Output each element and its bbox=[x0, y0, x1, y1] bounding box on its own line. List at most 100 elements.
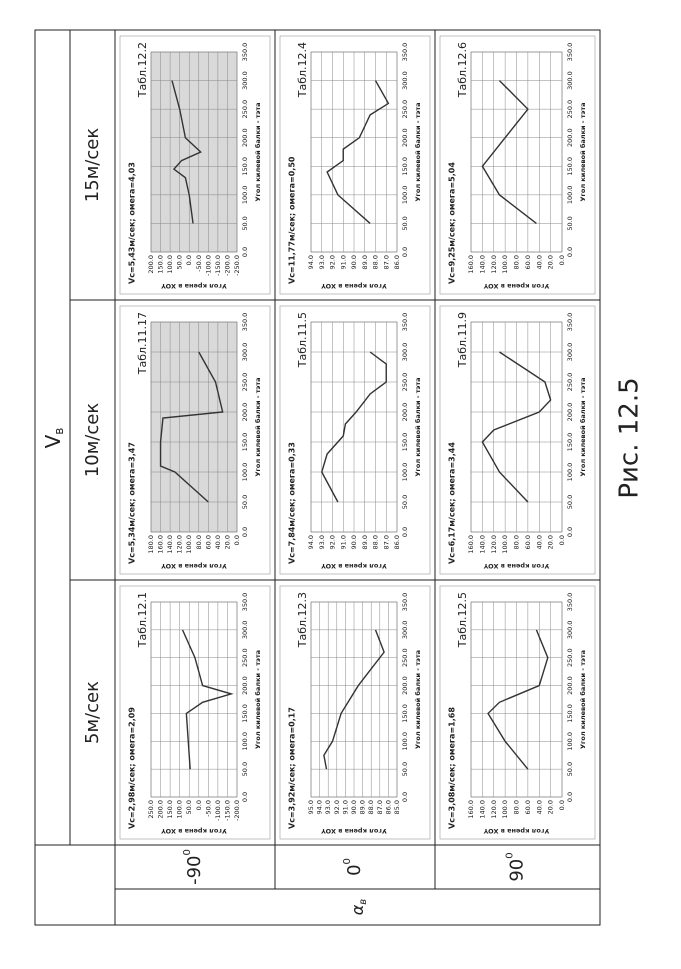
y-tick-label: 90.0 bbox=[350, 255, 358, 269]
x-tick-label: 100.0 bbox=[566, 463, 574, 482]
x-tick-label: 150.0 bbox=[401, 704, 409, 723]
y-tick-label: 80.0 bbox=[513, 535, 521, 549]
data-line bbox=[323, 629, 385, 770]
x-tick-label: 300.0 bbox=[401, 621, 409, 640]
y-axis-label: Угол крена в XOY bbox=[161, 282, 227, 290]
chart-table-label: Табл.11.9 bbox=[456, 312, 469, 368]
angle-sup: 0 bbox=[505, 852, 516, 858]
x-tick-label: 50.0 bbox=[401, 216, 409, 230]
y-tick-label: 40.0 bbox=[535, 535, 543, 549]
x-tick-label: 200.0 bbox=[566, 403, 574, 422]
angle-value: 90 bbox=[507, 859, 528, 882]
x-tick-label: 50.0 bbox=[241, 762, 249, 776]
x-tick-label: 200.0 bbox=[401, 128, 409, 147]
y-tick-label: 100.0 bbox=[501, 535, 509, 554]
y-tick-label: 85.0 bbox=[393, 800, 401, 814]
header: Vв bbox=[41, 428, 66, 449]
y-tick-label: 92.0 bbox=[329, 255, 337, 269]
y-tick-label: -250.0 bbox=[233, 255, 241, 276]
x-tick-label: 300.0 bbox=[241, 621, 249, 640]
x-tick-label: 0.0 bbox=[241, 792, 249, 802]
x-tick-label: 200.0 bbox=[241, 403, 249, 422]
x-axis-label: Угол килевой балки - тэта bbox=[414, 102, 422, 201]
y-tick-label: 40.0 bbox=[535, 800, 543, 814]
chart-table-label: Табл.12.1 bbox=[136, 592, 149, 648]
y-tick-label: 140.0 bbox=[478, 255, 486, 274]
y-tick-label: 50.0 bbox=[185, 800, 193, 814]
y-axis-label: Угол крена в XOY bbox=[483, 282, 549, 290]
y-tick-label: 80.0 bbox=[513, 800, 521, 814]
x-tick-label: 50.0 bbox=[401, 762, 409, 776]
chart-title: Vc=2,98м/сек; омега=2,09 bbox=[128, 707, 137, 829]
x-tick-label: 350.0 bbox=[566, 313, 574, 332]
y-tick-label: 20.0 bbox=[547, 255, 555, 269]
y-tick-label: 88.0 bbox=[372, 535, 380, 549]
y-tick-label: 160.0 bbox=[467, 800, 475, 819]
y-tick-label: -100.0 bbox=[204, 255, 212, 276]
y-tick-label: -200.0 bbox=[223, 255, 231, 276]
y-tick-label: 92.0 bbox=[329, 535, 337, 549]
x-tick-label: 250.0 bbox=[241, 100, 249, 119]
y-tick-label: 60.0 bbox=[204, 535, 212, 549]
x-tick-label: 300.0 bbox=[241, 71, 249, 90]
y-tick-label: 88.0 bbox=[367, 800, 375, 814]
x-tick-label: 100.0 bbox=[401, 732, 409, 751]
y-axis-label: Угол крена в XOY bbox=[161, 562, 227, 570]
x-tick-label: 100.0 bbox=[566, 186, 574, 205]
chart-title: Vc=7,84м/сек; омега=0,33 bbox=[288, 442, 297, 564]
angle-label: 900 bbox=[505, 852, 528, 881]
x-tick-label: 100.0 bbox=[241, 732, 249, 751]
x-tick-label: 250.0 bbox=[401, 648, 409, 667]
y-tick-label: 100.0 bbox=[185, 535, 193, 554]
x-tick-label: 300.0 bbox=[241, 343, 249, 362]
chart-title: Vc=6,17м/сек; омега=3,44 bbox=[448, 442, 457, 564]
y-tick-label: 80.0 bbox=[195, 535, 203, 549]
chart-table-label: Табл.12.5 bbox=[456, 592, 469, 648]
x-tick-label: 300.0 bbox=[401, 343, 409, 362]
y-tick-label: 0.0 bbox=[195, 800, 203, 810]
y-axis-label: Угол крена в XOY bbox=[321, 827, 387, 835]
y-axis-label: Угол крена в XOY bbox=[321, 562, 387, 570]
y-tick-label: 89.0 bbox=[359, 800, 367, 814]
y-tick-label: 250.0 bbox=[147, 800, 155, 819]
data-line bbox=[481, 351, 552, 503]
chart-title: Vc=9,25м/сек; омега=5,04 bbox=[448, 162, 457, 284]
y-tick-label: 60.0 bbox=[524, 255, 532, 269]
plot-area bbox=[150, 601, 238, 798]
y-tick-label: 0.0 bbox=[185, 255, 193, 265]
x-tick-label: 250.0 bbox=[566, 373, 574, 392]
y-tick-label: 100.0 bbox=[166, 255, 174, 274]
x-tick-label: 0.0 bbox=[401, 792, 409, 802]
x-axis-label: Угол килевой балки - тэта bbox=[579, 102, 587, 201]
x-tick-label: 150.0 bbox=[566, 157, 574, 176]
y-tick-label: 89.0 bbox=[361, 255, 369, 269]
plot-area bbox=[150, 51, 238, 253]
angle-subscript: в bbox=[358, 899, 369, 905]
speed-label: 5м/сек bbox=[82, 681, 103, 744]
y-tick-label: 0.0 bbox=[558, 535, 566, 545]
x-tick-label: 0.0 bbox=[401, 527, 409, 537]
angle-sup: 0 bbox=[342, 858, 353, 864]
header-symbol: V bbox=[41, 434, 65, 448]
y-tick-label: 120.0 bbox=[176, 535, 184, 554]
angle-label: 00 bbox=[342, 858, 365, 876]
x-tick-label: 350.0 bbox=[241, 593, 249, 612]
data-line bbox=[326, 80, 390, 224]
chart-title: Vc=3,08м/сек; омега=1,68 bbox=[448, 707, 457, 829]
x-axis-label: Угол килевой балки - тэта bbox=[579, 650, 587, 749]
y-tick-label: 94.0 bbox=[316, 800, 324, 814]
x-tick-label: 100.0 bbox=[241, 463, 249, 482]
x-tick-label: 250.0 bbox=[241, 373, 249, 392]
y-tick-label: -150.0 bbox=[214, 255, 222, 276]
y-tick-label: 140.0 bbox=[478, 535, 486, 554]
y-tick-label: 120.0 bbox=[490, 535, 498, 554]
y-tick-label: 93.0 bbox=[324, 800, 332, 814]
caption: Рис. 12.5 bbox=[615, 377, 645, 498]
x-tick-label: 350.0 bbox=[401, 313, 409, 332]
x-tick-label: 200.0 bbox=[241, 676, 249, 695]
x-tick-label: 350.0 bbox=[241, 43, 249, 62]
data-line bbox=[481, 80, 537, 224]
x-axis-label: Угол килевой балки - тэта bbox=[254, 102, 262, 201]
x-tick-label: 0.0 bbox=[566, 247, 574, 257]
